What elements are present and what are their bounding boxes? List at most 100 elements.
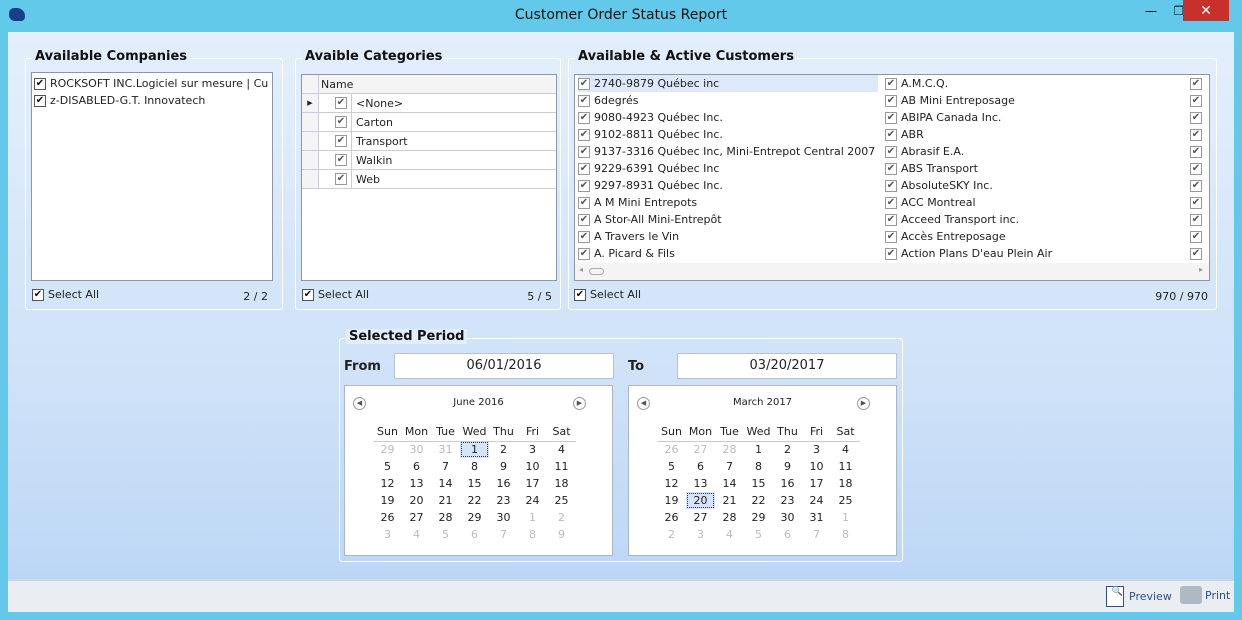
month-title[interactable]: June 2016 — [453, 397, 504, 408]
calendar-day[interactable]: 2 — [500, 443, 507, 457]
calendar-day[interactable]: 10 — [525, 460, 540, 473]
calendar-day[interactable]: 11 — [838, 460, 853, 473]
calendar-day[interactable]: 15 — [467, 477, 482, 490]
calendar-day[interactable]: 3 — [384, 528, 391, 541]
list-item[interactable]: ✔ A M Mini Entrepots — [578, 194, 878, 211]
list-item[interactable]: ✔ — [1190, 75, 1209, 92]
list-item[interactable]: ✔ A Stor-All Mini-Entrepôt — [578, 211, 878, 228]
calendar-day[interactable]: 29 — [380, 443, 395, 457]
list-item[interactable]: ✔ ABR — [885, 126, 1185, 143]
list-item[interactable]: ✔ A Travers le Vin — [578, 228, 878, 245]
to-date-input[interactable]: 03/20/2017 — [677, 353, 897, 379]
checkbox[interactable]: ✔ — [578, 145, 590, 158]
calendar-day[interactable]: 7 — [726, 460, 733, 473]
calendar-day[interactable]: 26 — [664, 443, 679, 457]
calendar-day[interactable]: 8 — [842, 528, 849, 541]
checkbox[interactable]: ✔ — [34, 77, 46, 90]
checkbox[interactable]: ✔ — [335, 116, 347, 128]
list-item[interactable]: ✔ — [1190, 245, 1209, 262]
companies-select-all[interactable]: ✔ Select All — [32, 288, 99, 301]
checkbox[interactable]: ✔ — [885, 247, 897, 260]
list-item[interactable]: ✔ 6degrés — [578, 92, 878, 109]
calendar-day[interactable]: 5 — [442, 528, 449, 541]
calendar-day[interactable]: 15 — [751, 477, 766, 490]
table-row[interactable]: ✔ Web — [302, 170, 556, 189]
calendar-day[interactable]: 25 — [554, 494, 569, 507]
calendar-day[interactable]: 4 — [842, 443, 849, 457]
calendar-day[interactable]: 8 — [471, 460, 478, 473]
list-item[interactable]: ✔ ABS Transport — [885, 160, 1185, 177]
customers-list[interactable]: ✔ 2740-9879 Québec inc ✔ 6degrés ✔ 9080-4923 … — [574, 74, 1210, 281]
calendar-day[interactable]: 21 — [438, 494, 453, 507]
calendar-day[interactable]: 4 — [726, 528, 733, 541]
calendar-day[interactable]: 16 — [496, 477, 511, 490]
checkbox[interactable]: ✔ — [578, 94, 590, 107]
calendar-day[interactable]: 12 — [380, 477, 395, 490]
next-month-icon[interactable]: ▶ — [857, 397, 870, 410]
row-selector[interactable] — [302, 170, 319, 188]
calendar-day[interactable]: 28 — [722, 443, 737, 457]
calendar-day[interactable]: 10 — [809, 460, 824, 473]
calendar-day[interactable]: 16 — [780, 477, 795, 490]
checkbox[interactable]: ✔ — [574, 288, 586, 301]
calendar-day[interactable]: 29 — [467, 511, 482, 524]
list-item[interactable]: ✔ ABIPA Canada Inc. — [885, 109, 1185, 126]
calendar-day[interactable]: 11 — [554, 460, 569, 473]
checkbox[interactable]: ✔ — [885, 128, 897, 141]
calendar-day[interactable]: 20 — [686, 492, 715, 509]
calendar-day[interactable]: 30 — [496, 511, 511, 524]
calendar-day[interactable]: 13 — [693, 477, 708, 490]
calendar-day[interactable]: 28 — [438, 511, 453, 524]
checkbox[interactable]: ✔ — [578, 111, 590, 124]
calendar-day[interactable]: 17 — [809, 477, 824, 490]
calendar-day[interactable]: 2 — [668, 528, 675, 541]
checkbox[interactable]: ✔ — [885, 94, 897, 107]
list-item[interactable]: ✔ ACC Montreal — [885, 194, 1185, 211]
list-item[interactable]: ✔ — [1190, 160, 1209, 177]
checkbox[interactable]: ✔ — [34, 94, 46, 107]
scroll-thumb[interactable] — [589, 268, 604, 275]
list-item[interactable]: ✔ 9102-8811 Québec Inc. — [578, 126, 878, 143]
calendar-day[interactable]: 22 — [751, 494, 766, 507]
calendar-day[interactable]: 30 — [780, 511, 795, 524]
checkbox[interactable]: ✔ — [1190, 162, 1202, 175]
list-item[interactable]: ✔ z-DISABLED-G.T. Innovatech — [34, 92, 270, 109]
calendar-day[interactable]: 23 — [780, 494, 795, 507]
table-row[interactable]: ✔ Carton — [302, 113, 556, 132]
checkbox[interactable]: ✔ — [1190, 145, 1202, 158]
table-row[interactable]: ✔ Transport — [302, 132, 556, 151]
calendar-day[interactable]: 5 — [755, 528, 762, 541]
scroll-left-icon[interactable]: ◂ — [579, 265, 584, 274]
calendar-day[interactable]: 13 — [409, 477, 424, 490]
list-item[interactable]: ✔ — [1190, 126, 1209, 143]
calendar-day[interactable]: 5 — [668, 460, 675, 473]
calendar-day[interactable]: 7 — [813, 528, 820, 541]
calendar-day[interactable]: 25 — [838, 494, 853, 507]
checkbox[interactable]: ✔ — [885, 179, 897, 192]
calendar-day[interactable]: 24 — [525, 494, 540, 507]
calendar-day[interactable]: 22 — [467, 494, 482, 507]
row-selector[interactable] — [302, 151, 319, 169]
preview-button[interactable]: 🔍 Preview — [1106, 586, 1172, 607]
list-item[interactable]: ✔ AbsoluteSKY Inc. — [885, 177, 1185, 194]
calendar-day[interactable]: 1 — [755, 443, 762, 457]
calendar-day[interactable]: 27 — [693, 511, 708, 524]
checkbox[interactable]: ✔ — [302, 288, 314, 301]
calendar-day[interactable]: 3 — [529, 443, 536, 457]
checkbox[interactable]: ✔ — [1190, 94, 1202, 107]
companies-list[interactable]: ✔ ROCKSOFT INC.Logiciel sur mesure | Cu ✔ z… — [31, 72, 273, 281]
month-title[interactable]: March 2017 — [732, 397, 793, 408]
calendar-day[interactable]: 6 — [471, 528, 478, 541]
calendar-day[interactable]: 7 — [442, 460, 449, 473]
calendar-day[interactable]: 8 — [755, 460, 762, 473]
calendar-day[interactable]: 18 — [838, 477, 853, 490]
prev-month-icon[interactable]: ◀ — [353, 397, 366, 410]
checkbox[interactable]: ✔ — [885, 111, 897, 124]
calendar-day[interactable]: 14 — [438, 477, 453, 490]
list-item[interactable]: ✔ 9297-8931 Québec Inc. — [578, 177, 878, 194]
calendar-day[interactable]: 30 — [409, 443, 424, 457]
checkbox[interactable]: ✔ — [1190, 196, 1202, 209]
list-item[interactable]: ✔ 9080-4923 Québec Inc. — [578, 109, 878, 126]
calendar-day[interactable]: 4 — [413, 528, 420, 541]
prev-month-icon[interactable]: ◀ — [637, 397, 650, 410]
